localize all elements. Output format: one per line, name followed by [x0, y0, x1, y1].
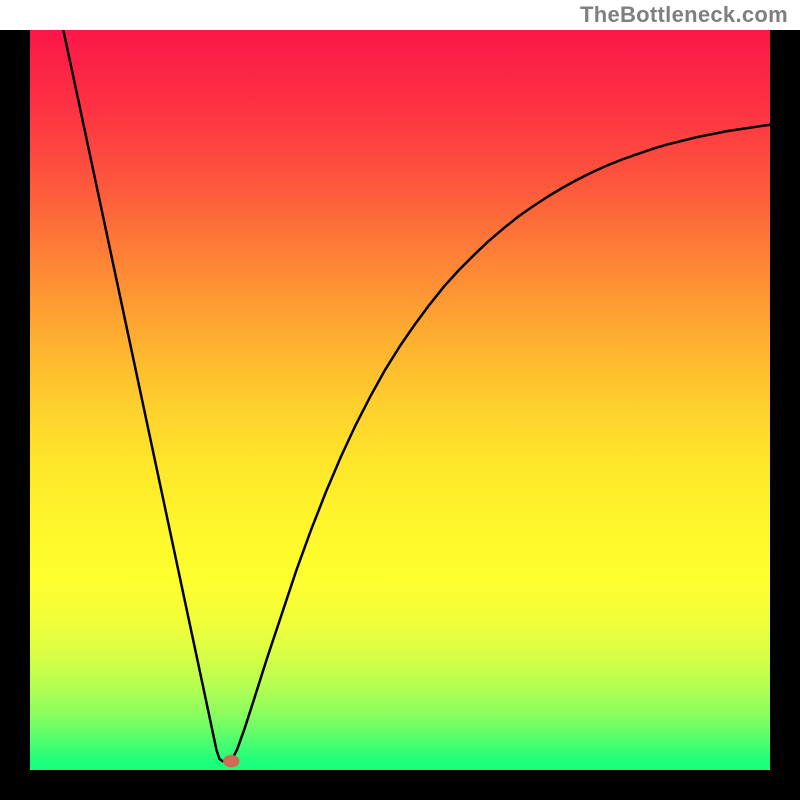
bottleneck-curve: [63, 30, 770, 761]
figure-root: TheBottleneck.com: [0, 0, 800, 800]
plot-area: [30, 30, 770, 770]
watermark-text: TheBottleneck.com: [580, 2, 788, 28]
optimum-marker: [223, 755, 239, 768]
watermark-bar: TheBottleneck.com: [0, 0, 800, 30]
curve-layer: [30, 30, 770, 770]
